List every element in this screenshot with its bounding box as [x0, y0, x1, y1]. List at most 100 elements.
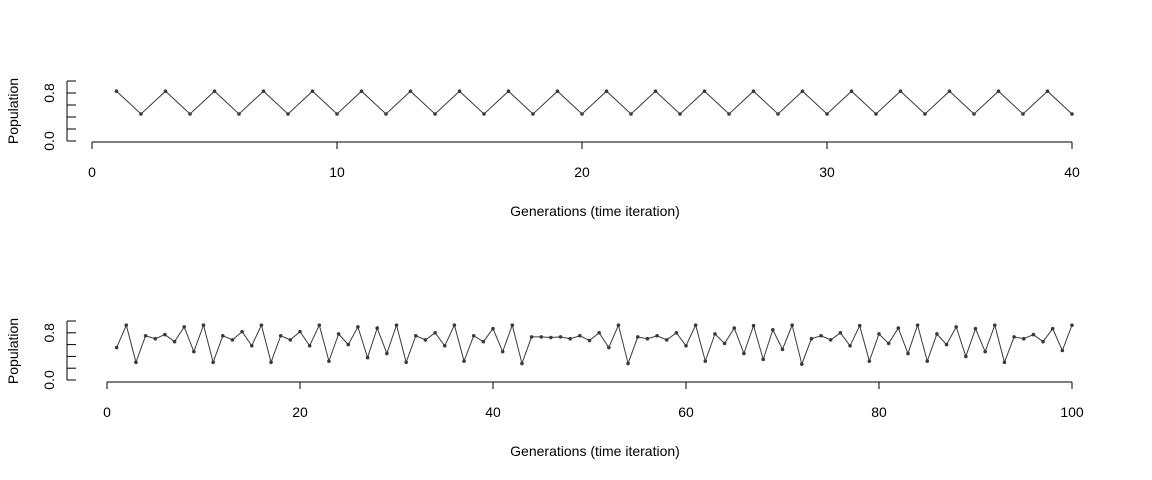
panel-2-data-point	[674, 331, 679, 335]
panel-2-data-point	[877, 332, 881, 336]
panel-1-data-point	[457, 89, 462, 93]
panel-2-data-point	[1041, 339, 1045, 344]
panel-2-data-point	[1012, 335, 1016, 339]
panel-1-data-point	[923, 112, 927, 116]
panel-2-data-point	[587, 338, 592, 343]
panel-2-y-axis-label: Population	[5, 318, 21, 384]
panel-2-x-tick-label: 100	[1060, 404, 1084, 420]
panel-1-data-point	[947, 89, 952, 93]
panel-1-y-tick-label: 0.0	[41, 131, 57, 151]
panel-1-data-point	[604, 89, 609, 93]
panel-2-data-point	[664, 338, 669, 342]
panel-2-data-point	[597, 331, 601, 335]
panel-1-y-ticks: 0.0 0.8	[41, 80, 76, 151]
panel-2-data-point	[693, 323, 698, 327]
panel-2-data-point	[993, 323, 997, 327]
panel-1-series	[114, 89, 1074, 116]
panel-2-data-point	[944, 342, 949, 347]
panel-2-data-point	[568, 336, 572, 341]
panel-2-data-point	[452, 323, 457, 327]
panel-1-y-tick-label: 0.8	[41, 83, 57, 103]
panel-1-data-point	[310, 89, 315, 93]
panel-2-y-tick-label: 0.0	[41, 370, 57, 390]
panel-2-data-point	[983, 349, 987, 354]
panel-2-data-point	[626, 361, 630, 366]
panel-1-data-point	[898, 89, 903, 93]
panel-2-data-point	[906, 351, 910, 356]
panel-2-data-point	[771, 328, 775, 332]
panel-2-data-point	[954, 325, 958, 329]
panel-2-data-point	[828, 338, 833, 342]
panel-1-data-point	[531, 112, 535, 116]
panel-1-data-point	[1021, 112, 1025, 116]
panel-2-data-point	[751, 323, 756, 328]
panel-2-data-point	[491, 326, 495, 331]
panel-2-data-point	[964, 354, 968, 359]
panel-2-x-tick-label: 20	[292, 404, 308, 420]
panel-2-data-point	[973, 326, 978, 331]
panel-2-data-point	[886, 341, 891, 346]
panel-2-data-point	[134, 360, 138, 365]
panel-1-data-point	[825, 112, 829, 116]
panel-1-data-point	[335, 112, 339, 116]
panel-2-data-point	[230, 338, 235, 342]
panel-2-data-point	[684, 343, 688, 348]
panel-2-data-point	[307, 343, 312, 348]
panel-2-x-axis: 0 20 40 60 80 100 Generations (time iteration…	[103, 381, 1084, 459]
panel-2-data-point	[780, 347, 785, 352]
panel-2-x-tick-label: 0	[103, 404, 111, 420]
panel-1-data-point	[506, 89, 511, 93]
panel-1-y-axis: 0.0 0.8 Population	[5, 78, 76, 151]
panel-2-data-point	[249, 343, 254, 348]
panel-2-data-point	[124, 323, 129, 327]
panel-2-data-point	[201, 323, 206, 327]
panel-2-data-point	[742, 351, 746, 356]
panel-2-data-point	[221, 333, 225, 338]
panel-2-data-point	[143, 333, 148, 338]
panel-2-data-point	[192, 349, 196, 354]
panel-1-plot: 0 10 20 30 40 Generations (time iteration) 0…	[5, 78, 1080, 219]
panel-1-data-point	[163, 89, 168, 93]
panel-1-data-point	[384, 112, 388, 116]
panel-2-data-point	[867, 359, 872, 363]
panel-2-data-point	[915, 323, 920, 327]
panel-2-data-point	[549, 335, 553, 340]
panel-2-data-point	[414, 333, 418, 338]
panel-1-data-point	[653, 89, 658, 93]
panel-2-data-point	[500, 349, 505, 354]
panel-1-x-tick-label: 0	[88, 164, 96, 180]
panel-1-data-point	[996, 89, 1001, 93]
panel-2-data-point	[1002, 360, 1007, 365]
panel-2-data-point	[288, 338, 293, 342]
panel-2-data-point	[182, 325, 186, 329]
panel-2-series-line	[116, 323, 1073, 366]
panel-1-x-ticks: 0 10 20 30 40	[88, 142, 1080, 180]
panel-2-series	[114, 323, 1074, 366]
panel-2-data-point	[935, 332, 939, 336]
panel-2-data-point	[819, 333, 823, 338]
panel-2-data-point	[1070, 323, 1074, 327]
panel-1-data-point	[237, 112, 241, 116]
panel-1-data-point	[702, 89, 707, 93]
panel-2-data-point	[529, 335, 534, 339]
panel-2-data-point	[269, 360, 273, 365]
panel-2-data-point	[655, 333, 659, 338]
panel-2-data-point	[172, 339, 177, 344]
panel-2-data-point	[471, 333, 476, 338]
panel-2-data-point	[713, 332, 717, 336]
panel-1-data-point	[482, 112, 486, 116]
panel-1-series-line	[116, 90, 1073, 115]
panel-2-data-point	[616, 323, 621, 327]
panel-2-data-point	[1050, 326, 1055, 331]
panel-2-plot: 0 20 40 60 80 100 Generations (time iteration…	[5, 318, 1084, 459]
panel-2-data-point	[346, 342, 351, 347]
panel-2-data-point	[481, 339, 486, 344]
panel-1-data-point	[972, 112, 976, 116]
panel-2-data-point	[578, 333, 582, 338]
panel-2-data-point	[761, 357, 765, 362]
panel-2-x-ticks: 0 20 40 60 80 100	[103, 382, 1084, 420]
panel-2-data-point	[790, 323, 794, 327]
panel-1-data-point	[629, 112, 633, 116]
panel-2-data-point	[896, 326, 901, 330]
